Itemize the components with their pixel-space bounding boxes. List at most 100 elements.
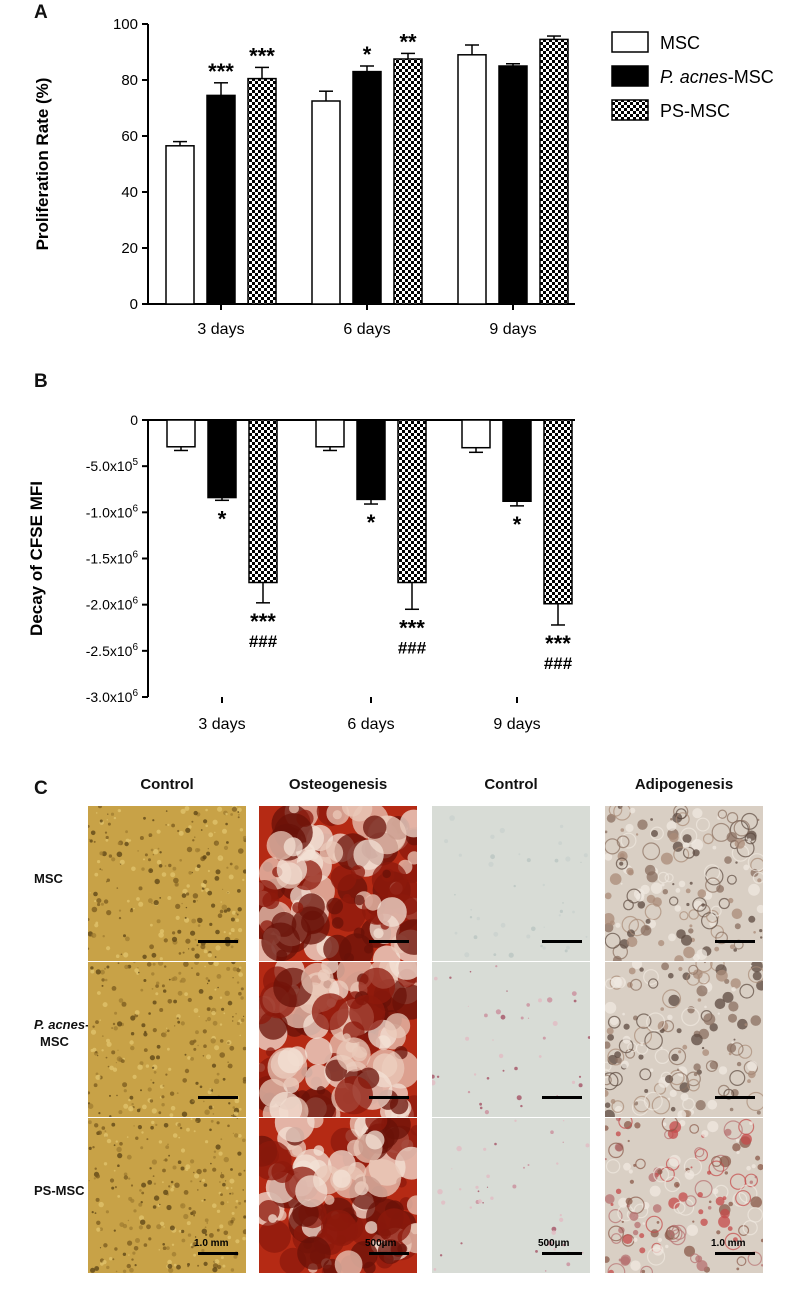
legend-suffix-part: -MSC (728, 67, 774, 87)
scale-bar (715, 1252, 755, 1255)
scale-bar-label: 1.0 mm (194, 1238, 229, 1249)
y-tick-label: -1.0x106 (86, 503, 139, 520)
legend-swatch-p-acnes-msc (611, 65, 649, 87)
bar-p-acnes-msc-3-days (207, 419, 237, 499)
bar-ps-msc-3-days (248, 419, 278, 584)
micrograph-adipogenesis-row1 (605, 806, 763, 961)
y-axis-label: Decay of CFSE MFI (27, 481, 46, 636)
y-tick-exponent: 6 (132, 503, 138, 514)
legend-label-p-acnes-msc: P. acnes-MSC (660, 67, 774, 87)
row-header: MSC (34, 870, 63, 887)
micrograph-control-row3 (88, 1118, 246, 1273)
column-header-adipogenesis: Adipogenesis (634, 776, 734, 793)
bar-p-acnes-msc-6-days (352, 70, 382, 305)
legend-italic-part: P. acnes (660, 67, 728, 87)
panel-b-letter: B (34, 371, 48, 392)
y-tick-exponent: 5 (132, 457, 138, 468)
y-tick-exponent: 6 (132, 688, 138, 699)
significance-label: *** (399, 615, 425, 640)
hash-significance-label: ### (398, 638, 427, 657)
micrograph-adipogenesis-row3 (605, 1118, 763, 1273)
scale-bar (715, 940, 755, 943)
micrograph-adipogenesis-row2 (605, 962, 763, 1117)
micrograph-osteogenesis-row2 (259, 962, 417, 1117)
x-tick-label: 6 days (347, 716, 394, 733)
y-tick-exponent: 6 (132, 550, 138, 561)
column-header-control: Control (484, 776, 538, 793)
bar-ps-msc-6-days (397, 419, 427, 584)
bar-ps-msc-6-days (393, 58, 423, 305)
proliferation-chart: 0 20 40 60 80 100 Proliferation Rate (%) 3 days… (33, 16, 774, 338)
y-tick-label: -5.0x105 (86, 457, 139, 474)
y-tick-label: 40 (121, 184, 138, 201)
significance-label: *** (250, 609, 276, 634)
bar-p-acnes-msc-6-days (356, 419, 386, 501)
x-tick-label: 6 days (343, 321, 390, 338)
scale-bar (542, 1096, 582, 1099)
micrograph-osteogenesis-row1 (259, 806, 417, 961)
row-header-line1: PS-MSC (34, 1183, 85, 1198)
panel-c-letter: C (34, 778, 48, 799)
y-tick-base: -2.5x10 (86, 643, 133, 659)
y-tick-label: -3.0x106 (86, 688, 139, 705)
micrograph-control-row1 (432, 806, 590, 961)
y-tick-label: -1.5x106 (86, 550, 139, 567)
column-header-osteogenesis: Osteogenesis (288, 776, 388, 793)
x-tick-label: 3 days (197, 321, 244, 338)
hash-significance-label: ### (249, 632, 278, 651)
x-tick-label: 9 days (489, 321, 536, 338)
y-tick-label: -2.5x106 (86, 642, 139, 659)
cfse-decay-chart: 0-5.0x105-1.0x106-1.5x106-2.0x106-2.5x10… (27, 412, 575, 733)
bar-p-acnes-msc-3-days (206, 94, 236, 305)
micrograph-control-row1 (88, 806, 246, 961)
y-tick-label: 0 (130, 412, 138, 428)
significance-label: * (363, 42, 372, 67)
bar-ps-msc-9-days (539, 38, 569, 305)
y-tick-base: -1.5x10 (86, 551, 133, 567)
bar-msc-6-days (311, 100, 341, 305)
scale-bar (369, 1096, 409, 1099)
y-tick-exponent: 6 (132, 642, 138, 653)
scale-bar (542, 1252, 582, 1255)
scale-bar (369, 1252, 409, 1255)
micrograph-control-row3 (432, 1118, 590, 1273)
scale-bar-label: 500µm (365, 1238, 397, 1249)
legend-swatch-ps-msc (611, 99, 649, 121)
panel-a-letter: A (34, 2, 48, 23)
bar-msc-3-days (165, 145, 195, 305)
row-header: P. acnes- MSC (34, 1016, 89, 1050)
scale-bar (198, 1252, 238, 1255)
micrograph-osteogenesis-row3 (259, 1118, 417, 1273)
y-tick-label: 60 (121, 128, 138, 145)
bar-msc-3-days (166, 419, 196, 448)
bar-msc-9-days (457, 54, 487, 305)
scale-bar (198, 1096, 238, 1099)
bar-p-acnes-msc-9-days (502, 419, 532, 503)
bar-msc-6-days (315, 419, 345, 448)
micrograph-control-row2 (432, 962, 590, 1117)
row-header-line1: P. acnes- (34, 1017, 90, 1032)
y-tick-label: 80 (121, 72, 138, 89)
y-tick-label: 100 (113, 16, 138, 33)
scale-bar-label: 1.0 mm (711, 1238, 746, 1249)
scale-bar (369, 940, 409, 943)
y-tick-base: -3.0x10 (86, 689, 133, 705)
legend-swatch-msc (611, 31, 649, 53)
x-tick-label: 9 days (493, 716, 540, 733)
row-header-line2: MSC (40, 1034, 69, 1049)
significance-label: ** (399, 29, 417, 54)
scale-bar (198, 940, 238, 943)
y-tick-exponent: 6 (132, 596, 138, 607)
significance-label: *** (545, 631, 571, 656)
row-header: PS-MSC (34, 1182, 85, 1199)
y-tick-base: -5.0x10 (86, 458, 133, 474)
y-tick-label: 20 (121, 240, 138, 257)
y-tick-base: 0 (130, 412, 138, 428)
bar-ps-msc-3-days (247, 77, 277, 305)
bar-p-acnes-msc-9-days (498, 65, 528, 305)
significance-label: * (367, 510, 376, 535)
scale-bar-label: 500µm (538, 1238, 570, 1249)
legend-label-ps-msc: PS-MSC (660, 101, 730, 121)
significance-label: *** (249, 43, 275, 68)
y-tick-label: 0 (130, 296, 138, 313)
